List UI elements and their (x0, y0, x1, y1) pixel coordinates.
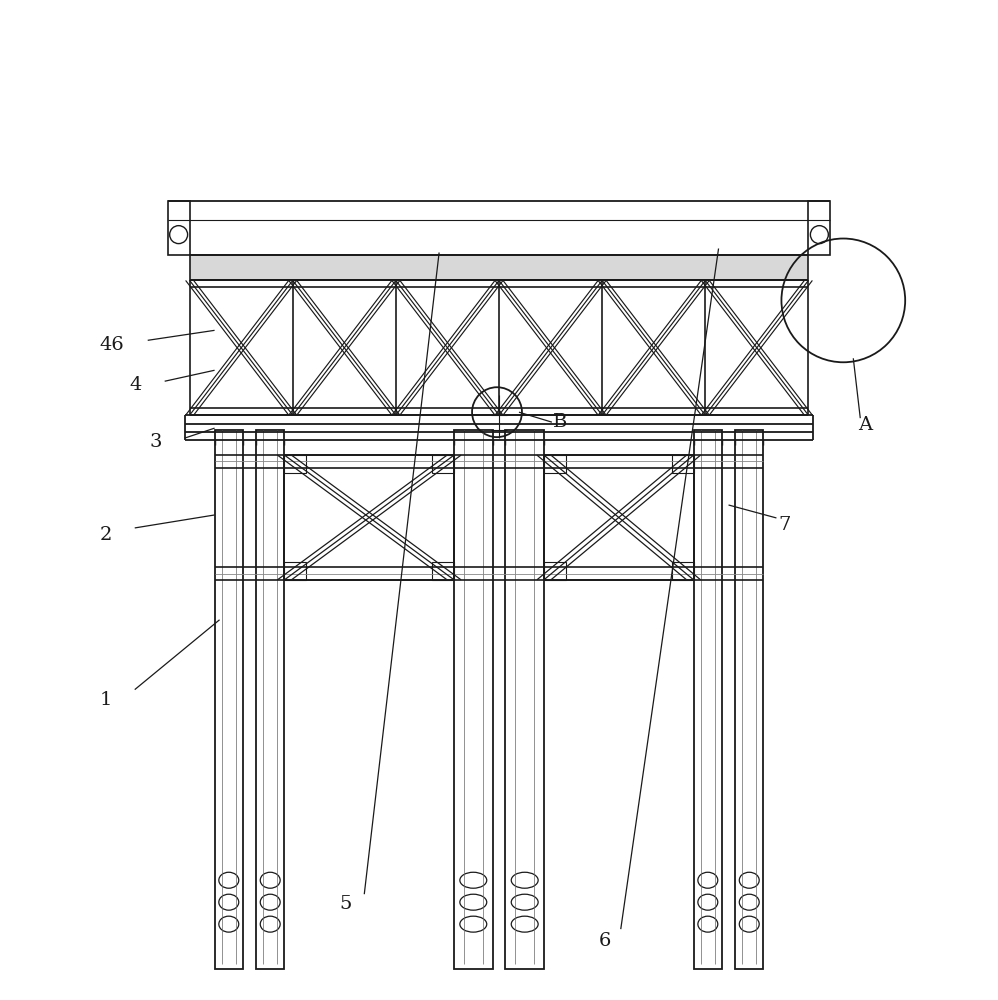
Bar (505, 430, 544, 969)
Bar (168, 201, 190, 255)
Text: 3: 3 (150, 433, 163, 451)
Text: 7: 7 (778, 516, 790, 534)
Text: 1: 1 (100, 691, 112, 709)
Text: 46: 46 (100, 336, 125, 354)
Bar (808, 201, 830, 255)
Bar (284, 562, 306, 580)
Bar (255, 430, 284, 969)
Bar (544, 455, 566, 473)
Text: 5: 5 (339, 895, 351, 913)
Bar (544, 562, 566, 580)
Bar (672, 455, 694, 473)
Text: A: A (858, 416, 872, 434)
Bar (735, 430, 763, 969)
Bar (672, 562, 694, 580)
Bar (432, 455, 454, 473)
Bar (694, 430, 722, 969)
Bar (284, 455, 306, 473)
Text: B: B (553, 413, 567, 431)
Bar (190, 255, 808, 280)
Text: 2: 2 (100, 526, 112, 544)
Bar (432, 562, 454, 580)
Bar (215, 430, 243, 969)
Text: 6: 6 (599, 932, 611, 950)
Bar (454, 430, 493, 969)
Text: 4: 4 (130, 376, 142, 394)
